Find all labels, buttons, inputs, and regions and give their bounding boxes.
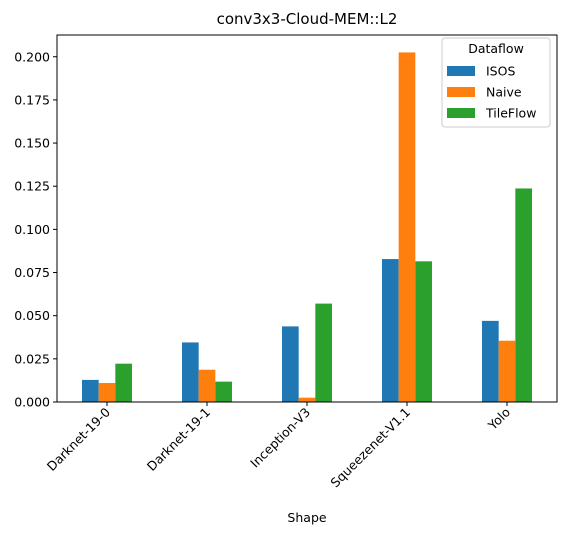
y-tick-label: 0.075 bbox=[14, 265, 50, 280]
bar-tileflow-inception-v3 bbox=[315, 303, 332, 402]
legend-swatch-isos bbox=[447, 66, 475, 76]
bars-group bbox=[82, 52, 532, 402]
x-tick-label-darknet-19-1: Darknet-19-1 bbox=[144, 405, 213, 474]
bar-naive-darknet-19-1 bbox=[198, 369, 216, 402]
y-tick-label: 0.000 bbox=[14, 395, 50, 410]
y-tick-label: 0.100 bbox=[14, 222, 50, 237]
legend-label-tileflow: TileFlow bbox=[485, 106, 536, 121]
bar-isos-squeezenet-v1-1 bbox=[382, 259, 399, 402]
chart-title: conv3x3-Cloud-MEM::L2 bbox=[217, 10, 398, 28]
bar-tileflow-squeezenet-v1-1 bbox=[415, 261, 432, 402]
x-axis: Darknet-19-0 Darknet-19-1 Inception-V3 Sque… bbox=[44, 402, 513, 490]
bar-naive-yolo bbox=[498, 340, 516, 402]
y-tick-label: 0.175 bbox=[14, 92, 50, 107]
y-tick-label: 0.200 bbox=[14, 49, 50, 64]
legend-swatch-tileflow bbox=[447, 108, 475, 118]
bar-tileflow-yolo bbox=[515, 188, 532, 402]
y-tick-label: 0.150 bbox=[14, 136, 50, 151]
bar-isos-yolo bbox=[482, 320, 499, 402]
legend-box bbox=[441, 37, 551, 128]
legend-label-naive: Naive bbox=[486, 85, 522, 100]
x-tick-label-darknet-19-0: Darknet-19-0 bbox=[44, 404, 113, 473]
y-tick-label: 0.025 bbox=[14, 351, 50, 366]
legend-items: ISOS Naive TileFlow bbox=[447, 64, 536, 121]
y-tick-label: 0.050 bbox=[14, 308, 50, 323]
bar-naive-inception-v3 bbox=[298, 397, 316, 402]
legend-label-isos: ISOS bbox=[486, 64, 515, 79]
bar-isos-darknet-19-0 bbox=[82, 379, 99, 402]
y-axis: 0.000 0.025 0.050 0.075 0.100 0.125 0.150 0.175… bbox=[14, 49, 57, 410]
legend-swatch-naive bbox=[447, 87, 475, 97]
plot-frame bbox=[56, 34, 558, 403]
legend-title: Dataflow bbox=[468, 41, 524, 56]
bar-isos-inception-v3 bbox=[282, 326, 299, 402]
x-tick-label-yolo: Yolo bbox=[484, 405, 513, 434]
bar-naive-squeezenet-v1-1 bbox=[398, 52, 416, 402]
bar-isos-darknet-19-1 bbox=[182, 342, 199, 402]
bar-naive-darknet-19-0 bbox=[98, 383, 116, 402]
legend: Dataflow ISOS Naive TileFlow bbox=[441, 37, 551, 128]
x-tick-label-squeezenet-v1-1: Squeezenet-V1.1 bbox=[327, 405, 413, 491]
y-tick-label: 0.125 bbox=[14, 179, 50, 194]
bar-tileflow-darknet-19-0 bbox=[115, 363, 132, 402]
x-axis-label: Shape bbox=[287, 510, 326, 525]
x-tick-label-inception-v3: Inception-V3 bbox=[247, 405, 313, 471]
bar-tileflow-darknet-19-1 bbox=[215, 381, 232, 402]
